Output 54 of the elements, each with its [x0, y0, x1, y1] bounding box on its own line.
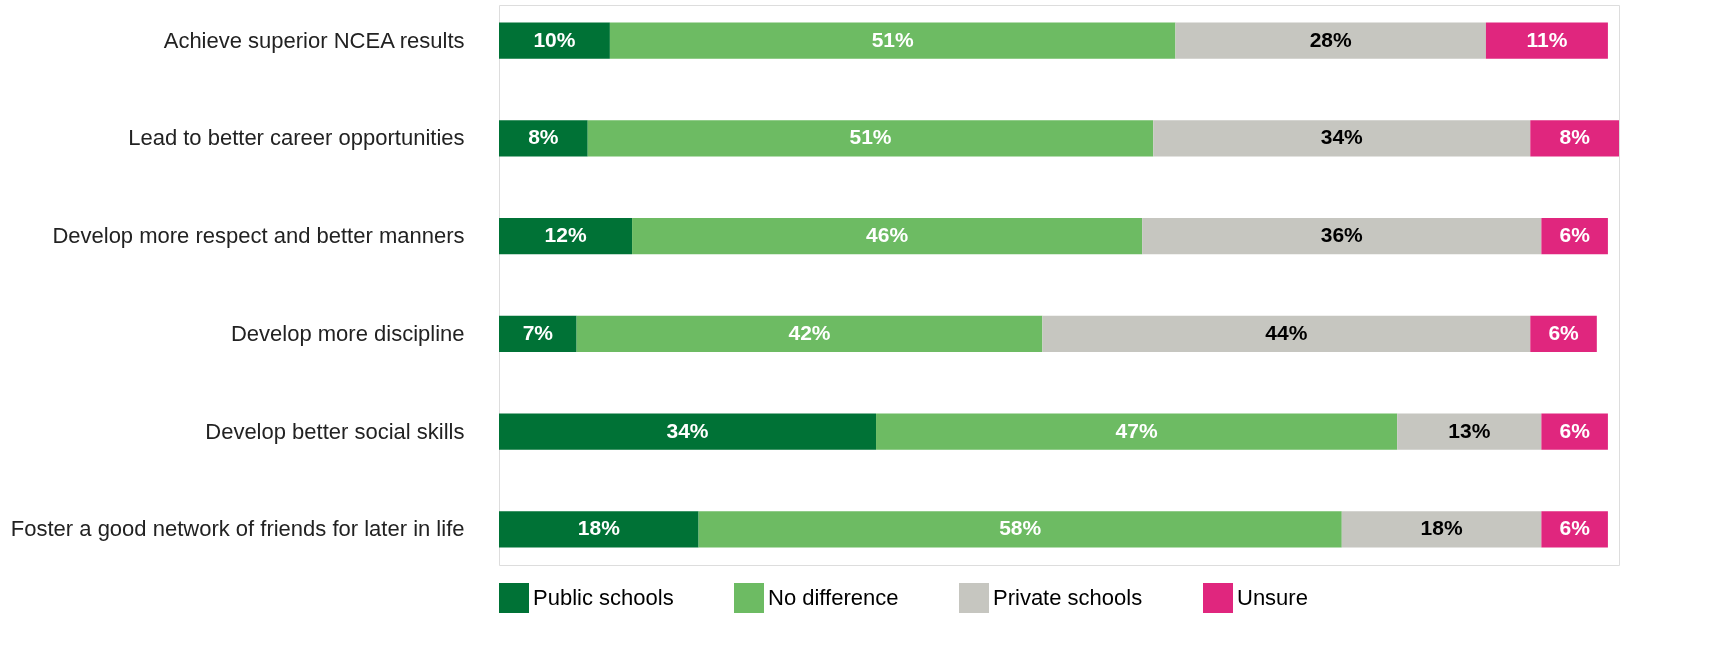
bar	[587, 120, 1154, 157]
bar	[1397, 413, 1542, 450]
bar	[876, 413, 1398, 450]
data-label: 51%	[849, 125, 892, 149]
bar	[576, 315, 1043, 352]
y-tick-label: Develop better social skills	[205, 418, 465, 444]
bar	[1042, 315, 1531, 352]
bar	[1175, 22, 1486, 59]
bar	[499, 315, 577, 352]
data-label: 47%	[1115, 418, 1158, 442]
data-label: 6%	[1559, 516, 1591, 540]
data-label: 8%	[528, 125, 559, 149]
data-label: 6%	[1559, 418, 1591, 442]
legend-label: Private schools	[993, 585, 1143, 610]
data-label: 36%	[1320, 223, 1364, 247]
data-label: 6%	[1548, 320, 1580, 344]
data-label: 10%	[533, 27, 576, 51]
data-label: 18%	[1420, 516, 1463, 540]
data-label: 34%	[666, 418, 709, 442]
data-label: 58%	[999, 516, 1042, 540]
data-label: 18%	[577, 516, 621, 540]
bar	[499, 22, 610, 59]
data-label: 46%	[866, 223, 909, 247]
bar	[499, 511, 699, 548]
legend-label: Unsure	[1237, 585, 1308, 610]
legend-label: No difference	[768, 585, 899, 610]
data-label: 7%	[522, 320, 554, 344]
data-label: 51%	[871, 27, 915, 51]
data-label: 12%	[544, 223, 587, 247]
bar	[499, 413, 877, 450]
bar	[1530, 120, 1619, 157]
data-label: 6%	[1559, 223, 1591, 247]
bar	[1341, 511, 1542, 548]
legend-label: Public schools	[533, 585, 674, 610]
bar	[632, 218, 1143, 255]
bar	[698, 511, 1342, 548]
data-label: 13%	[1448, 418, 1491, 442]
bar	[609, 22, 1176, 59]
bar	[1153, 120, 1531, 157]
bar	[1485, 22, 1608, 59]
data-label: 42%	[788, 320, 831, 344]
bar	[499, 218, 633, 255]
y-tick-label: Lead to better career opportunities	[128, 125, 465, 151]
y-tick-label: Develop more respect and better manners	[52, 223, 465, 249]
y-tick-label: Foster a good network of friends for later in life	[10, 516, 465, 542]
bar	[499, 120, 588, 157]
y-tick-label: Achieve superior NCEA results	[163, 27, 465, 53]
bar	[1142, 218, 1542, 255]
data-label: 8%	[1559, 125, 1591, 149]
data-label: 34%	[1320, 125, 1364, 149]
y-tick-label: Develop more discipline	[230, 320, 465, 346]
data-label: 11%	[1526, 27, 1568, 51]
data-label: 44%	[1265, 320, 1308, 344]
data-label: 28%	[1309, 27, 1353, 51]
